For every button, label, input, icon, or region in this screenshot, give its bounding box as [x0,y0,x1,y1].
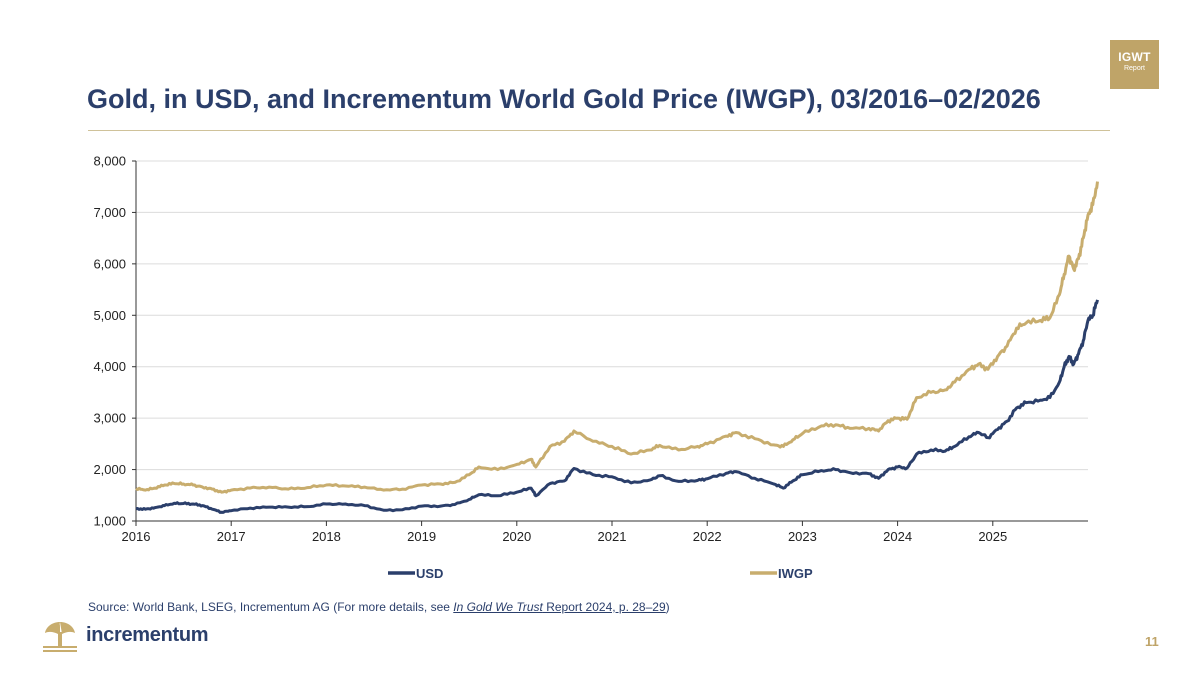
incrementum-tree-logo-icon [43,622,77,652]
page-title: Gold, in USD, and Incrementum World Gold… [87,84,1041,114]
series-line-usd [135,299,1099,514]
igwt-report-badge: IGWT Report [1110,40,1159,89]
badge-sub-text: Report [1123,65,1145,72]
badge-main-text: IGWT [1118,50,1151,64]
x-tick-label: 2021 [598,529,627,544]
x-tick-label: 2018 [312,529,341,544]
source-report-link[interactable]: In Gold We Trust Report 2024, p. 28–29 [453,600,665,614]
y-tick-label: 5,000 [93,308,126,323]
chart-lines [135,181,1099,514]
source-suffix: ) [665,600,670,614]
x-tick-label: 2022 [693,529,722,544]
x-tick-label: 2023 [788,529,817,544]
incrementum-wordmark: incrementum [86,624,209,646]
chart-grid [136,160,1088,471]
source-note: Source: World Bank, LSEG, Incrementum AG… [88,600,670,614]
gold-price-chart: 1,000 2,000 3,000 4,000 5,000 6,000 7,000 8,000… [93,154,1099,581]
y-tick-label: 8,000 [93,154,126,169]
x-tick-label: 2024 [883,529,912,544]
series-line-iwgp [135,181,1099,494]
y-tick-label: 1,000 [93,514,126,529]
chart-axes: 1,000 2,000 3,000 4,000 5,000 6,000 7,000 8,000… [93,154,1088,544]
y-tick-label: 6,000 [93,256,126,271]
legend-label-usd: USD [416,566,443,581]
y-tick-label: 7,000 [93,205,126,220]
source-prefix: Source: World Bank, LSEG, Incrementum AG… [88,600,454,614]
legend-label-iwgp: IWGP [778,566,813,581]
title-divider [88,130,1110,131]
x-tick-label: 2019 [407,529,436,544]
source-link-rest: Report 2024, p. 28–29 [542,600,666,614]
x-tick-label: 2020 [502,529,531,544]
y-tick-label: 3,000 [93,411,126,426]
x-tick-label: 2025 [978,529,1007,544]
page-number: 11 [1145,634,1159,649]
x-tick-label: 2016 [122,529,151,544]
y-tick-label: 4,000 [93,359,126,374]
chart-legend: USD IWGP [388,566,813,581]
y-tick-label: 2,000 [93,462,126,477]
source-link-italic: In Gold We Trust [453,600,543,614]
x-tick-label: 2017 [217,529,246,544]
